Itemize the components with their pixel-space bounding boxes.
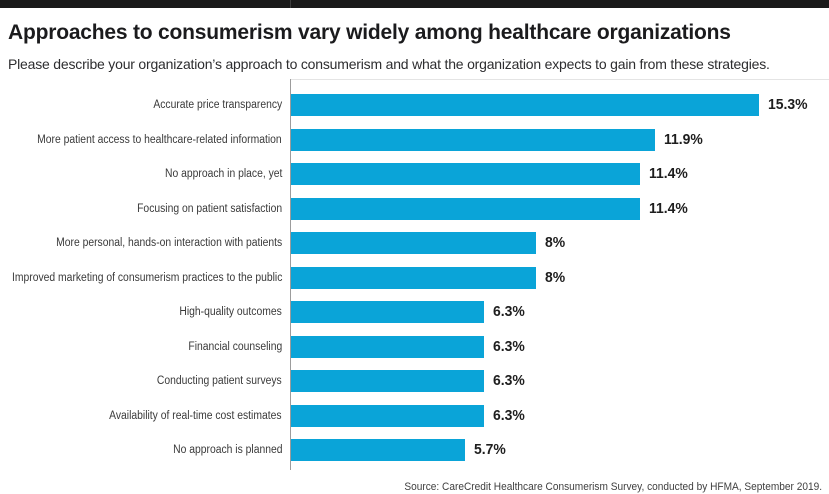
category-label: No approach in place, yet	[0, 168, 289, 180]
value-label: 6.3%	[493, 407, 527, 425]
source-attribution-text: Source: CareCredit Healthcare Consumeris…	[404, 481, 822, 493]
bar-track: 6.3%	[289, 301, 829, 324]
value-label: 15.3%	[768, 96, 811, 114]
top-border-bar	[0, 0, 829, 8]
bar-track: 6.3%	[289, 335, 829, 358]
chart-row: Financial counseling 6.3%	[0, 330, 829, 365]
category-label-text: More patient access to healthcare-relate…	[37, 133, 282, 146]
chart-row: Conducting patient surveys 6.3%	[0, 364, 829, 399]
category-label-text: Focusing on patient satisfaction	[137, 202, 282, 215]
bar	[291, 370, 484, 393]
value-label-text: 11.4%	[648, 165, 688, 183]
category-label-text: More personal, hands-on interaction with…	[55, 237, 282, 250]
value-label-text: 15.3%	[768, 96, 808, 114]
chart-row: No approach in place, yet 11.4%	[0, 157, 829, 192]
value-label: 8%	[545, 234, 567, 252]
category-label-text: Conducting patient surveys	[157, 375, 282, 388]
bar-track: 5.7%	[289, 439, 829, 462]
bar	[291, 266, 536, 289]
bar-track: 11.4%	[289, 197, 829, 220]
value-label-text: 8%	[544, 234, 565, 252]
category-label: Focusing on patient satisfaction	[0, 203, 289, 215]
category-label-text: No approach is planned	[172, 444, 282, 457]
chart-rows: Accurate price transparency 15.3% More pat…	[0, 88, 829, 468]
category-label: Conducting patient surveys	[0, 375, 289, 387]
chart-row: Improved marketing of consumerism practi…	[0, 261, 829, 296]
bar-track: 6.3%	[289, 370, 829, 393]
bar	[291, 197, 640, 220]
category-label: High-quality outcomes	[0, 306, 289, 318]
bar	[291, 128, 655, 151]
chart-row: Accurate price transparency 15.3%	[0, 88, 829, 123]
category-label-text: Accurate price transparency	[153, 99, 282, 112]
value-label-text: 8%	[544, 268, 565, 286]
value-label: 6.3%	[493, 372, 527, 390]
value-label: 5.7%	[474, 441, 508, 459]
category-label-text: No approach in place, yet	[164, 168, 282, 181]
category-label-text: Financial counseling	[188, 340, 282, 353]
bar	[291, 335, 484, 358]
category-label: No approach is planned	[0, 444, 289, 456]
value-label-text: 6.3%	[492, 303, 525, 321]
category-label: More patient access to healthcare-relate…	[0, 134, 289, 146]
value-label: 6.3%	[493, 303, 527, 321]
category-label: Financial counseling	[0, 341, 289, 353]
plot-area-top-border	[290, 79, 829, 80]
category-label-text: Availability of real-time cost estimates	[109, 409, 282, 422]
bar	[291, 94, 759, 117]
category-label-text: Improved marketing of consumerism practi…	[11, 271, 282, 284]
source-attribution: Source: CareCredit Healthcare Consumeris…	[368, 477, 822, 494]
value-label-text: 6.3%	[492, 372, 525, 390]
bar-track: 11.4%	[289, 163, 829, 186]
chart-row: Availability of real-time cost estimates…	[0, 399, 829, 434]
top-border-seam	[290, 0, 291, 8]
category-label-text: High-quality outcomes	[179, 306, 282, 319]
value-label-text: 11.4%	[648, 199, 688, 217]
chart-row: No approach is planned 5.7%	[0, 433, 829, 468]
page-title: Approaches to consumerism vary widely am…	[8, 21, 731, 44]
bar-chart: Accurate price transparency 15.3% More pat…	[0, 79, 829, 470]
value-label-text: 5.7%	[474, 441, 507, 459]
bar-track: 15.3%	[289, 94, 829, 117]
survey-question-subtitle: Please describe your organization’s appr…	[8, 56, 770, 72]
bar	[291, 301, 484, 324]
value-label: 11.9%	[664, 131, 706, 149]
value-label: 8%	[545, 269, 567, 287]
chart-row: Focusing on patient satisfaction 11.4%	[0, 192, 829, 227]
bar-track: 6.3%	[289, 404, 829, 427]
value-label: 11.4%	[649, 200, 691, 218]
category-label: More personal, hands-on interaction with…	[0, 237, 289, 249]
category-label: Availability of real-time cost estimates	[0, 410, 289, 422]
value-label-text: 6.3%	[492, 337, 525, 355]
bar-track: 8%	[289, 266, 829, 289]
value-label-text: 11.9%	[664, 130, 703, 148]
bar	[291, 232, 536, 255]
category-label: Improved marketing of consumerism practi…	[0, 272, 289, 284]
chart-row: High-quality outcomes 6.3%	[0, 295, 829, 330]
chart-row: More personal, hands-on interaction with…	[0, 226, 829, 261]
value-label-text: 6.3%	[492, 406, 525, 424]
bar	[291, 404, 484, 427]
bar	[291, 439, 466, 462]
bar-track: 11.9%	[289, 128, 829, 151]
y-axis-line	[290, 79, 291, 470]
value-label: 6.3%	[493, 338, 527, 356]
bar-track: 8%	[289, 232, 829, 255]
category-label: Accurate price transparency	[0, 99, 289, 111]
chart-row: More patient access to healthcare-relate…	[0, 123, 829, 158]
value-label: 11.4%	[649, 165, 691, 183]
bar	[291, 163, 640, 186]
